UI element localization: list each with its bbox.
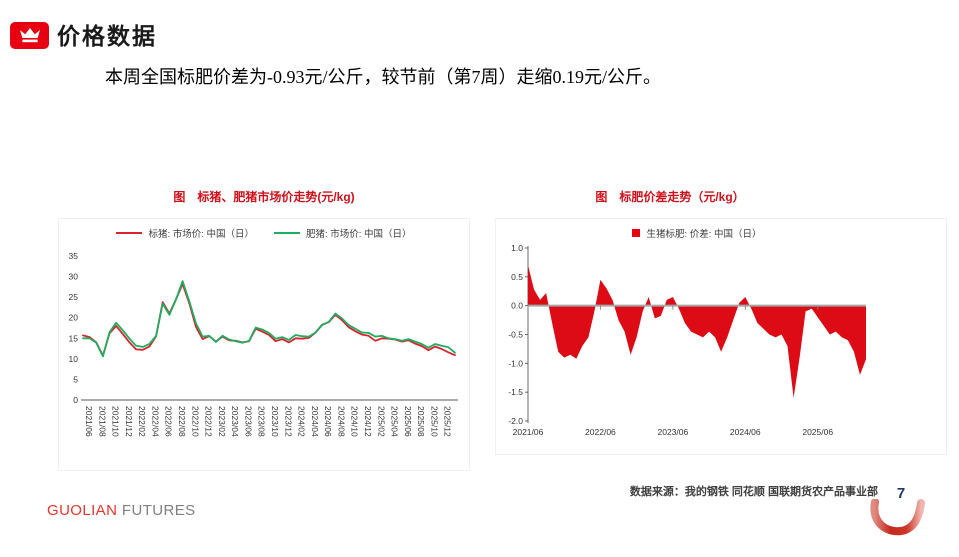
brand-logo: GUOLIAN FUTURES [47, 502, 196, 519]
svg-text:2025/10: 2025/10 [429, 406, 439, 437]
brand-futures: FUTURES [121, 502, 196, 519]
svg-text:2024/08: 2024/08 [336, 406, 346, 437]
page-arc-decoration [870, 499, 925, 536]
svg-text:2024/10: 2024/10 [350, 406, 360, 437]
svg-text:2025/06: 2025/06 [403, 406, 413, 437]
svg-text:2025/02: 2025/02 [376, 406, 386, 437]
svg-text:30: 30 [69, 272, 79, 282]
spread-area-swatch [632, 229, 641, 237]
svg-text:2025/04: 2025/04 [390, 406, 400, 437]
svg-text:2023/10: 2023/10 [270, 406, 280, 437]
svg-text:2022/08: 2022/08 [177, 406, 187, 437]
svg-text:35: 35 [69, 251, 79, 261]
price-spread-chart-block: 图 标肥价差走势（元/kg） 生猪标肥: 价差: 中国（日） 1.0 0.5 0.0… [495, 188, 947, 455]
summary-text: 本周全国标肥价差为-0.93元/公斤，较节前（第7周）走缩0.19元/公斤。 [105, 67, 661, 87]
svg-text:2021/06: 2021/06 [84, 406, 94, 437]
price-spread-chart-box: 生猪标肥: 价差: 中国（日） 1.0 0.5 0.0 -0.5 -1.0 -1.5 -2.… [495, 218, 947, 455]
svg-text:2022/06: 2022/06 [585, 427, 616, 437]
fat-pig-legend-label: 肥猪: 市场价: 中国（日） [306, 229, 412, 240]
svg-text:2022/02: 2022/02 [137, 406, 147, 437]
svg-text:2023/04: 2023/04 [230, 406, 240, 437]
price-trend-legend: 标猪: 市场价: 中国（日） 肥猪: 市场价: 中国（日） [59, 219, 469, 240]
svg-text:2023/06: 2023/06 [243, 406, 253, 437]
standard-pig-line-swatch [116, 231, 143, 235]
svg-text:2024/06: 2024/06 [730, 427, 761, 437]
crown-icon-glyph [19, 28, 40, 43]
svg-text:2021/12: 2021/12 [124, 406, 134, 437]
svg-text:2022/04: 2022/04 [150, 406, 160, 437]
svg-text:-0.5: -0.5 [508, 330, 523, 340]
price-trend-chart-title: 图 标猪、肥猪市场价走势(元/kg) [173, 190, 355, 204]
price-spread-chart-title: 图 标肥价差走势（元/kg） [595, 190, 745, 204]
svg-text:-1.0: -1.0 [508, 358, 523, 368]
svg-text:2023/06: 2023/06 [657, 427, 688, 437]
svg-text:2022/10: 2022/10 [190, 406, 200, 437]
svg-text:2025/12: 2025/12 [443, 406, 453, 437]
svg-text:10: 10 [69, 354, 79, 364]
svg-text:1.0: 1.0 [511, 243, 523, 253]
brand-guolian: GUOLIAN [47, 502, 118, 519]
standard-pig-legend-label: 标猪: 市场价: 中国（日） [148, 229, 254, 240]
svg-text:2023/12: 2023/12 [283, 406, 293, 437]
data-source-note: 数据来源：我的钢铁 同花顺 国联期货农产品事业部 [629, 486, 878, 498]
crown-icon [10, 22, 49, 49]
svg-text:-2.0: -2.0 [508, 416, 523, 426]
svg-text:2025/06: 2025/06 [802, 427, 833, 437]
svg-text:2021/10: 2021/10 [111, 406, 121, 437]
svg-text:2023/02: 2023/02 [217, 406, 227, 437]
page-title: 价格数据 [57, 23, 157, 49]
svg-text:2021/06: 2021/06 [513, 427, 544, 437]
standard-fat-pig-price-chart: 0 5 10 15 20 25 30 35 2021/06 2021/08 2021/10 2021/… [69, 251, 458, 437]
svg-text:-1.5: -1.5 [508, 387, 523, 397]
svg-text:2021/08: 2021/08 [97, 406, 107, 437]
price-trend-chart-block: 图 标猪、肥猪市场价走势(元/kg) 标猪: 市场价: 中国（日） 肥猪: 市场… [58, 188, 470, 471]
price-trend-chart-box: 标猪: 市场价: 中国（日） 肥猪: 市场价: 中国（日） 0 5 10 15 20 25… [58, 218, 470, 471]
svg-text:2024/12: 2024/12 [363, 406, 373, 437]
page-number: 7 [896, 485, 906, 502]
spread-legend-label: 生猪标肥: 价差: 中国（日） [646, 229, 762, 240]
svg-text:20: 20 [69, 313, 79, 323]
price-spread-legend-wrap: 生猪标肥: 价差: 中国（日） [496, 219, 898, 240]
svg-text:2022/12: 2022/12 [204, 406, 214, 437]
svg-text:25: 25 [69, 292, 79, 302]
svg-text:2024/06: 2024/06 [323, 406, 333, 437]
svg-text:2024/02: 2024/02 [297, 406, 307, 437]
svg-text:0.5: 0.5 [511, 272, 523, 282]
svg-text:0.0: 0.0 [511, 301, 523, 311]
svg-text:15: 15 [69, 333, 79, 343]
svg-text:5: 5 [73, 374, 78, 384]
svg-text:2022/06: 2022/06 [164, 406, 174, 437]
svg-text:2024/04: 2024/04 [310, 406, 320, 437]
svg-text:2023/08: 2023/08 [257, 406, 267, 437]
price-spread-legend: 生猪标肥: 价差: 中国（日） [496, 219, 898, 240]
svg-text:0: 0 [73, 395, 78, 405]
svg-text:2025/08: 2025/08 [416, 406, 426, 437]
fat-pig-line-swatch [274, 231, 300, 235]
